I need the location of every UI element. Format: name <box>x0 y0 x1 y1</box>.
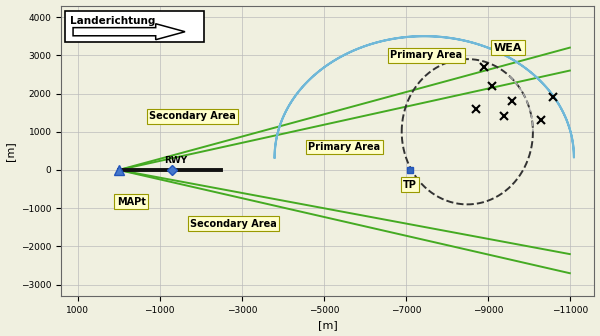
Text: TP: TP <box>403 179 417 190</box>
FancyArrow shape <box>73 24 185 40</box>
FancyBboxPatch shape <box>65 11 203 42</box>
Text: WEA: WEA <box>494 43 523 53</box>
Text: RWY: RWY <box>164 156 187 165</box>
Y-axis label: [m]: [m] <box>5 141 16 161</box>
Text: Secondary Area: Secondary Area <box>149 112 236 121</box>
X-axis label: [m]: [m] <box>318 321 338 330</box>
Text: Primary Area: Primary Area <box>390 50 463 60</box>
Text: MAPt: MAPt <box>116 197 146 207</box>
Text: Primary Area: Primary Area <box>308 142 380 152</box>
Text: Secondary Area: Secondary Area <box>190 218 277 228</box>
Text: Landerichtung: Landerichtung <box>70 16 156 26</box>
